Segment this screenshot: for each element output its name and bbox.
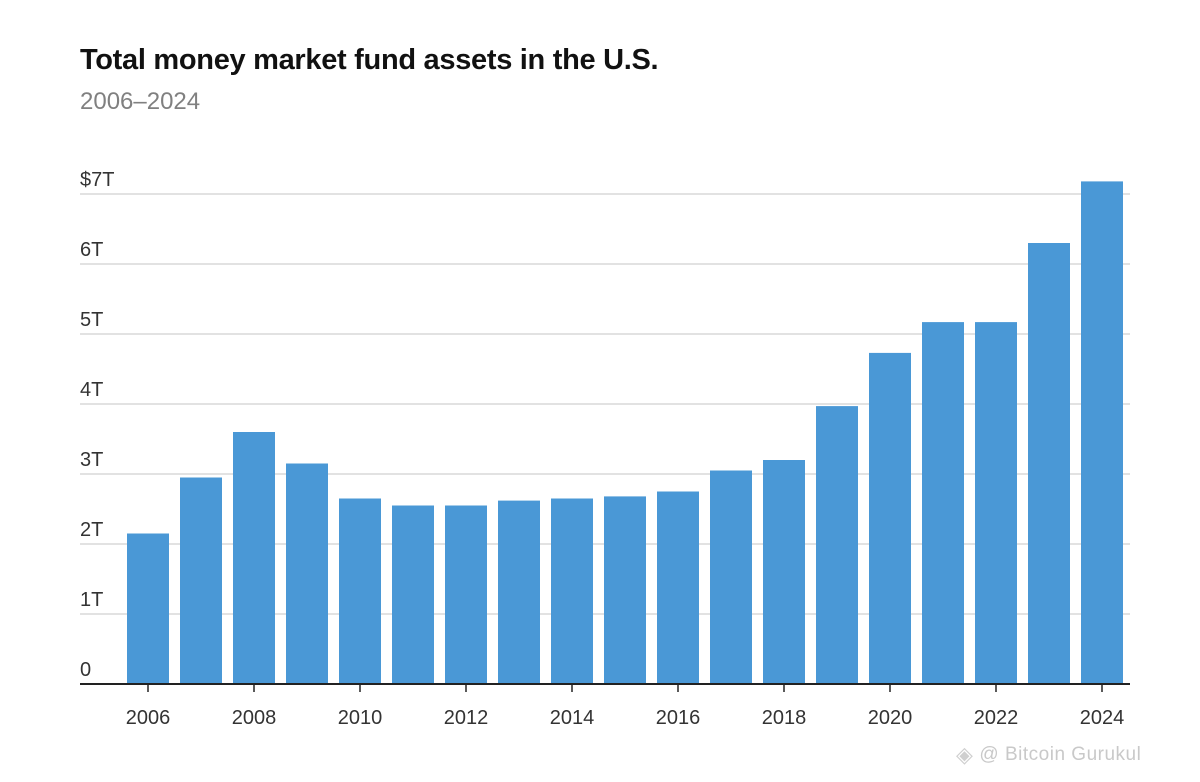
x-tick-label: 2020 [868, 707, 913, 729]
bar-2019 [816, 406, 858, 684]
bar-2007 [180, 477, 222, 684]
x-tick-label: 2018 [762, 707, 807, 729]
chart-subtitle: 2006–2024 [80, 88, 201, 115]
y-tick-label: 4T [80, 379, 103, 401]
bar-2024 [1081, 181, 1123, 684]
x-tick-label: 2024 [1080, 707, 1125, 729]
x-tick-label: 2012 [444, 707, 489, 729]
bar-2018 [763, 460, 805, 684]
chart-title: Total money market fund assets in the U.… [80, 44, 659, 76]
y-tick-label: 6T [80, 239, 103, 261]
bar-2014 [551, 498, 593, 684]
watermark-text: @ Bitcoin Gurukul [979, 744, 1142, 765]
bar-2015 [604, 496, 646, 684]
bar-2023 [1028, 243, 1070, 684]
y-tick-label: 0 [80, 659, 91, 681]
y-tick-label: 1T [80, 589, 103, 611]
bar-2021 [922, 322, 964, 684]
y-tick-label: $7T [80, 169, 114, 191]
bar-2010 [339, 498, 381, 684]
bar-2022 [975, 322, 1017, 684]
y-tick-label: 5T [80, 309, 103, 331]
y-axis-ticks: 0 1T 2T 3T 4T 5T 6T $7T [80, 169, 114, 681]
y-tick-label: 3T [80, 449, 103, 471]
x-tick-label: 2010 [338, 707, 383, 729]
bar-2020 [869, 352, 911, 684]
y-tick-label: 2T [80, 519, 103, 541]
bar-2017 [710, 470, 752, 684]
bar-2008 [233, 432, 275, 684]
x-tick-label: 2006 [126, 707, 171, 729]
x-tick-label: 2022 [974, 707, 1019, 729]
bar-2011 [392, 505, 434, 684]
bar-2006 [127, 533, 169, 684]
x-tick-label: 2014 [550, 707, 595, 729]
x-tick-label: 2008 [232, 707, 277, 729]
watermark: ◈ @ Bitcoin Gurukul [956, 742, 1141, 768]
bar-2009 [286, 463, 328, 684]
bar-2013 [498, 500, 540, 684]
binance-diamond-icon: ◈ [956, 742, 974, 767]
x-axis-ticks: 2006 2008 2010 2012 2014 2016 2018 2020 2022 2024 [126, 684, 1125, 729]
bar-2012 [445, 505, 487, 684]
bar-2016 [657, 491, 699, 684]
x-tick-label: 2016 [656, 707, 701, 729]
bars [127, 181, 1123, 684]
